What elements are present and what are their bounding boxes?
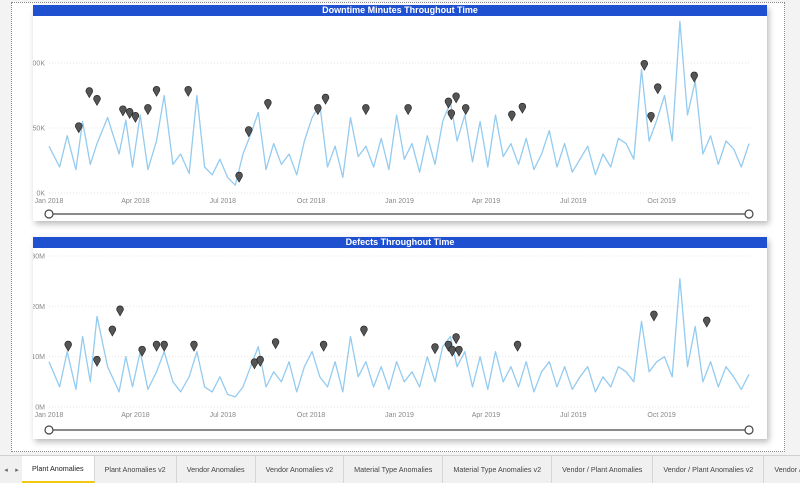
range-slider-start-handle[interactable] [44, 209, 54, 219]
series-line [48, 278, 750, 398]
anomaly-marker[interactable] [319, 340, 328, 352]
y-tick-label: 30M [33, 254, 45, 261]
downtime-chart-plot[interactable]: 0K 50K 100K Jan 2018 Apr 2018 Jul 2018 Oct 201… [33, 16, 767, 221]
tab-vendor-plant-anomalies-v2[interactable]: Vendor / Plant Anomalies v2 [653, 456, 765, 483]
x-tick-label: Apr 2019 [472, 198, 501, 205]
page-tab-bar: ◂ ▸ Plant Anomalies Plant Anomalies v2 V… [0, 455, 800, 483]
x-tick-label: Jul 2019 [560, 198, 587, 205]
anomaly-marker[interactable] [513, 340, 522, 352]
anomaly-marker[interactable] [190, 340, 198, 352]
anomaly-marker[interactable] [119, 105, 127, 117]
anomaly-marker[interactable] [452, 333, 460, 345]
defects-chart-plot[interactable]: 0M 10M 20M 30M Jan 2018 Apr 2018 Jul 2018 Oct 2… [33, 248, 767, 439]
anomaly-marker[interactable] [250, 358, 259, 370]
anomaly-marker[interactable] [362, 104, 370, 116]
report-canvas: Downtime Minutes Throughout Time 0K 50K 10… [0, 0, 800, 455]
x-tick-label: Jul 2019 [560, 412, 587, 419]
tab-plant-anomalies[interactable]: Plant Anomalies [22, 456, 95, 483]
defects-chart[interactable]: Defects Throughout Time 0M 10M 20M 30M Jan 2… [33, 237, 767, 439]
anomaly-marker[interactable] [444, 340, 453, 352]
anomaly-marker[interactable] [690, 71, 698, 83]
x-tick-label: Oct 2018 [297, 198, 326, 205]
y-tick-label: 20M [33, 304, 45, 311]
tab-prev-icon[interactable]: ◂ [4, 466, 8, 474]
range-slider-end-handle[interactable] [744, 209, 754, 219]
x-tick-label: Jul 2018 [210, 198, 237, 205]
anomaly-marker[interactable] [85, 87, 94, 99]
tab-next-icon[interactable]: ▸ [15, 466, 19, 474]
anomaly-marker[interactable] [184, 86, 192, 97]
anomaly-marker[interactable] [245, 126, 253, 138]
anomaly-marker[interactable] [93, 95, 101, 106]
range-slider-start-handle[interactable] [44, 425, 54, 435]
downtime-chart[interactable]: Downtime Minutes Throughout Time 0K 50K 10… [33, 5, 767, 221]
anomaly-marker[interactable] [654, 83, 662, 95]
defects-chart-title: Defects Throughout Time [33, 237, 767, 248]
y-tick-label: 0K [36, 191, 45, 198]
series-line [48, 20, 750, 186]
tab-vendor-anomalies[interactable]: Vendor Anomalies [177, 456, 256, 483]
tab-material-type-anomalies-v2[interactable]: Material Type Anomalies v2 [443, 456, 553, 483]
anomaly-marker[interactable] [125, 108, 134, 119]
range-slider-end-handle[interactable] [744, 425, 754, 435]
x-tick-label: Jul 2018 [210, 412, 237, 419]
anomaly-marker[interactable] [116, 305, 124, 317]
anomaly-marker[interactable] [647, 112, 655, 123]
anomaly-marker[interactable] [462, 104, 470, 116]
x-tick-label: Apr 2019 [472, 412, 501, 419]
anomaly-marker[interactable] [256, 355, 264, 367]
tab-vendor-anomalies-v2[interactable]: Vendor Anomalies v2 [256, 456, 345, 483]
anomaly-marker[interactable] [455, 345, 463, 357]
y-tick-label: 50K [33, 126, 45, 133]
anomaly-marker[interactable] [144, 104, 152, 116]
y-tick-label: 10M [33, 354, 45, 361]
anomaly-marker[interactable] [431, 343, 439, 355]
anomaly-marker[interactable] [321, 93, 330, 105]
anomaly-marker[interactable] [404, 104, 412, 116]
anomaly-marker[interactable] [444, 97, 453, 109]
anomaly-marker[interactable] [264, 99, 272, 110]
x-tick-label: Jan 2018 [35, 412, 64, 419]
anomaly-marker[interactable] [518, 102, 527, 114]
anomaly-marker[interactable] [447, 109, 456, 121]
x-tick-label: Oct 2019 [647, 198, 676, 205]
x-tick-label: Jan 2018 [35, 198, 64, 205]
anomaly-marker[interactable] [448, 345, 456, 357]
anomaly-marker[interactable] [360, 325, 368, 337]
anomaly-marker[interactable] [152, 86, 161, 97]
anomaly-marker[interactable] [640, 60, 649, 71]
anomaly-marker[interactable] [131, 112, 140, 123]
y-tick-label: 0M [35, 405, 45, 412]
downtime-chart-title: Downtime Minutes Throughout Time [33, 5, 767, 16]
x-tick-label: Apr 2018 [121, 198, 150, 205]
tab-vendor-plant-anomalies[interactable]: Vendor / Plant Anomalies [552, 456, 654, 483]
tab-plant-anomalies-v2[interactable]: Plant Anomalies v2 [95, 456, 177, 483]
anomaly-marker[interactable] [650, 310, 658, 322]
anomaly-marker[interactable] [75, 122, 83, 134]
tab-vendor-plant-a[interactable]: Vendor / Plant A [764, 456, 800, 483]
anomaly-marker[interactable] [108, 325, 117, 337]
anomaly-marker[interactable] [160, 340, 168, 352]
anomaly-marker[interactable] [508, 110, 516, 122]
anomaly-marker[interactable] [703, 316, 711, 328]
anomaly-marker[interactable] [314, 104, 322, 116]
x-tick-label: Oct 2018 [297, 412, 326, 419]
anomaly-marker[interactable] [64, 340, 72, 352]
anomaly-marker[interactable] [452, 92, 460, 104]
y-tick-label: 100K [33, 61, 45, 68]
x-tick-label: Jan 2019 [385, 198, 414, 205]
x-tick-label: Oct 2019 [647, 412, 676, 419]
anomaly-marker[interactable] [93, 355, 101, 367]
tab-material-type-anomalies[interactable]: Material Type Anomalies [344, 456, 444, 483]
anomaly-marker[interactable] [152, 340, 161, 352]
page-tabs: Plant Anomalies Plant Anomalies v2 Vendo… [22, 456, 800, 483]
anomaly-marker[interactable] [271, 338, 280, 350]
anomaly-marker[interactable] [138, 345, 146, 357]
x-tick-label: Apr 2018 [121, 412, 150, 419]
x-tick-label: Jan 2019 [385, 412, 414, 419]
anomaly-marker[interactable] [235, 171, 243, 183]
